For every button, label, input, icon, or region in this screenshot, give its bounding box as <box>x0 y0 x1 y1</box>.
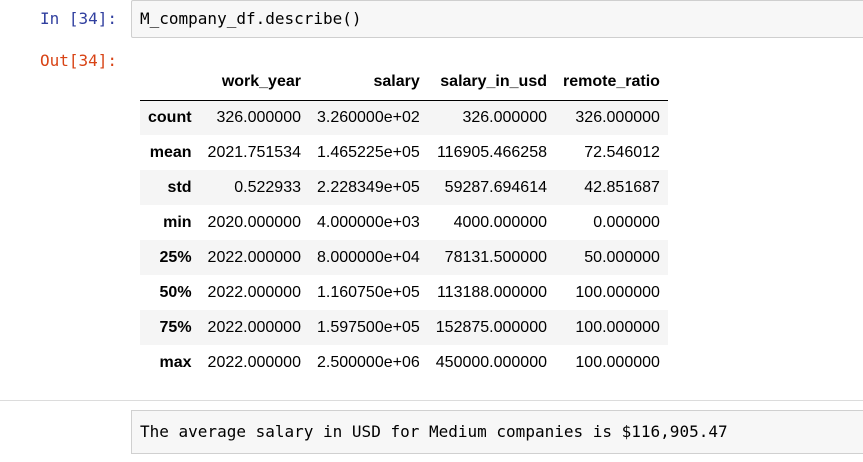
table-row: std 0.522933 2.228349e+05 59287.694614 4… <box>140 170 668 205</box>
row-index: 25% <box>159 248 192 266</box>
code-input-area[interactable]: M_company_df.describe() <box>131 0 863 38</box>
table-cell: 100.000000 <box>575 318 660 336</box>
describe-table: work_year salary salary_in_usd remote_ra… <box>140 64 668 380</box>
table-cell: 4000.000000 <box>453 213 547 231</box>
table-row: min 2020.000000 4.000000e+03 4000.000000… <box>140 205 668 240</box>
table-cell: 100.000000 <box>575 283 660 301</box>
code-text[interactable]: M_company_df.describe() <box>140 9 362 28</box>
row-index: 50% <box>159 283 192 301</box>
table-cell: 2022.000000 <box>207 283 301 301</box>
row-index: 75% <box>159 318 192 336</box>
table-cell: 2022.000000 <box>207 248 301 266</box>
table-cell: 2.228349e+05 <box>316 178 420 196</box>
table-row: 75% 2022.000000 1.597500e+05 152875.0000… <box>140 310 668 345</box>
table-cell: 326.000000 <box>575 108 660 126</box>
row-index: max <box>159 353 192 371</box>
table-row: 25% 2022.000000 8.000000e+04 78131.50000… <box>140 240 668 275</box>
column-header: work_year <box>199 64 309 101</box>
table-row: max 2022.000000 2.500000e+06 450000.0000… <box>140 345 668 380</box>
table-cell: 72.546012 <box>584 143 660 161</box>
table-cell: 0.522933 <box>234 178 301 196</box>
output-prompt: Out[34]: <box>40 51 118 70</box>
input-prompt: In [34]: <box>40 9 118 28</box>
table-cell: 2021.751534 <box>207 143 301 161</box>
table-cell: 78131.500000 <box>444 248 547 266</box>
column-header: remote_ratio <box>555 64 668 101</box>
stdout-text: The average salary in USD for Medium com… <box>140 422 728 441</box>
row-index: std <box>167 178 192 196</box>
table-row: mean 2021.751534 1.465225e+05 116905.466… <box>140 135 668 170</box>
table-cell: 450000.000000 <box>435 353 547 371</box>
table-cell: 0.000000 <box>593 213 660 231</box>
table-cell: 1.160750e+05 <box>316 283 420 301</box>
table-cell: 100.000000 <box>575 353 660 371</box>
table-cell: 59287.694614 <box>444 178 547 196</box>
index-header <box>140 64 200 101</box>
table-cell: 113188.000000 <box>436 283 547 301</box>
table-cell: 50.000000 <box>584 248 660 266</box>
column-header: salary_in_usd <box>427 64 555 101</box>
table-row: count 326.000000 3.260000e+02 326.000000… <box>140 100 668 135</box>
row-index: count <box>148 108 192 126</box>
table-cell: 4.000000e+03 <box>316 213 420 231</box>
table-cell: 152875.000000 <box>435 318 547 336</box>
table-cell: 3.260000e+02 <box>316 108 420 126</box>
table-cell: 1.597500e+05 <box>316 318 420 336</box>
table-cell: 2022.000000 <box>207 318 301 336</box>
table-header-row: work_year salary salary_in_usd remote_ra… <box>140 64 668 101</box>
table-cell: 116905.466258 <box>436 143 547 161</box>
row-index: mean <box>149 143 192 161</box>
table-cell: 1.465225e+05 <box>316 143 420 161</box>
table-cell: 8.000000e+04 <box>316 248 420 266</box>
table-cell: 326.000000 <box>462 108 547 126</box>
column-header: salary <box>308 64 428 101</box>
stdout-output: The average salary in USD for Medium com… <box>131 410 863 454</box>
cell-divider <box>0 400 863 401</box>
table-cell: 42.851687 <box>584 178 660 196</box>
table-row: 50% 2022.000000 1.160750e+05 113188.0000… <box>140 275 668 310</box>
row-index: min <box>163 213 192 231</box>
table-cell: 2020.000000 <box>207 213 301 231</box>
table-cell: 2.500000e+06 <box>316 353 420 371</box>
table-cell: 2022.000000 <box>207 353 301 371</box>
table-cell: 326.000000 <box>216 108 301 126</box>
